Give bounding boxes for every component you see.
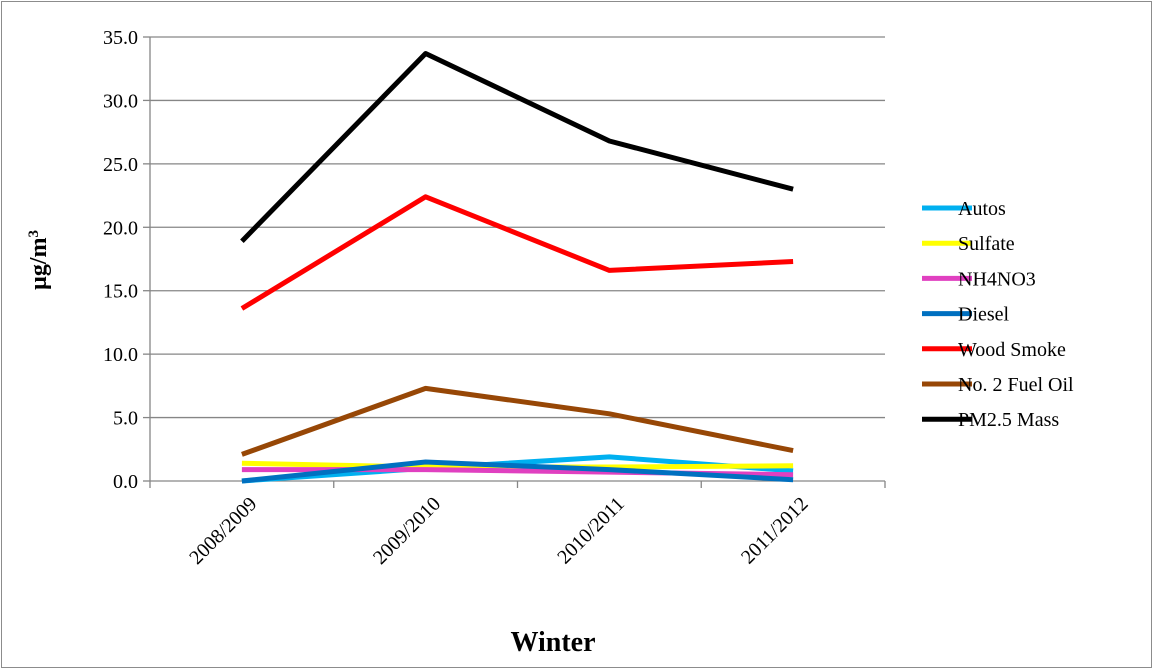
legend-label: Diesel bbox=[958, 304, 1010, 326]
legend-item: Sulfate bbox=[922, 233, 1015, 255]
legend-label: NH4NO3 bbox=[958, 268, 1036, 290]
legend-item: Autos bbox=[922, 198, 1006, 220]
legend-label: Autos bbox=[958, 198, 1006, 220]
y-tick-label: 0.0 bbox=[113, 471, 138, 493]
gridlines bbox=[150, 36, 885, 419]
series-lines bbox=[240, 51, 794, 484]
legend-label: Sulfate bbox=[958, 233, 1015, 255]
x-tick-label: 2010/2011 bbox=[553, 493, 629, 569]
series-line bbox=[241, 459, 794, 484]
y-tick-labels: 0.0 5.0 10.0 15.0 20.0 25.0 30.0 35.0 bbox=[103, 27, 138, 493]
y-axis-label-base: µg/m bbox=[26, 238, 52, 291]
y-tick-label: 15.0 bbox=[103, 281, 138, 303]
series-line bbox=[240, 194, 794, 311]
x-axis-label: Winter bbox=[510, 627, 595, 658]
legend-item: Wood Smoke bbox=[922, 339, 1066, 361]
series-line bbox=[240, 51, 794, 243]
legend-label: Wood Smoke bbox=[958, 339, 1066, 361]
legend-item: PM2.5 Mass bbox=[922, 409, 1059, 431]
y-tick-label: 25.0 bbox=[103, 154, 138, 176]
legend-item: NH4NO3 bbox=[922, 268, 1036, 290]
y-axis-label: µg/m3 bbox=[26, 230, 52, 290]
x-tick-labels: 2008/2009 2009/2010 2010/2011 2011/2012 bbox=[185, 493, 812, 569]
x-tick-label: 2009/2010 bbox=[369, 493, 445, 569]
series-line bbox=[241, 385, 794, 457]
y-tick-label: 5.0 bbox=[113, 408, 138, 430]
y-tick-label: 30.0 bbox=[103, 90, 138, 112]
legend-item: Diesel bbox=[922, 304, 1010, 326]
y-tick-label: 10.0 bbox=[103, 344, 138, 366]
y-tick-label: 35.0 bbox=[103, 27, 138, 49]
y-axis-label-superscript: 3 bbox=[26, 230, 42, 238]
legend-item: No. 2 Fuel Oil bbox=[922, 374, 1074, 396]
x-tick-label: 2008/2009 bbox=[185, 493, 261, 569]
legend: Autos Sulfate NH4NO3 Diesel Wood Smoke No. 2 … bbox=[922, 198, 1074, 431]
legend-label: No. 2 Fuel Oil bbox=[958, 374, 1074, 396]
y-tick-label: 20.0 bbox=[103, 217, 138, 239]
x-tick-label: 2011/2012 bbox=[737, 493, 813, 569]
legend-label: PM2.5 Mass bbox=[958, 409, 1059, 431]
